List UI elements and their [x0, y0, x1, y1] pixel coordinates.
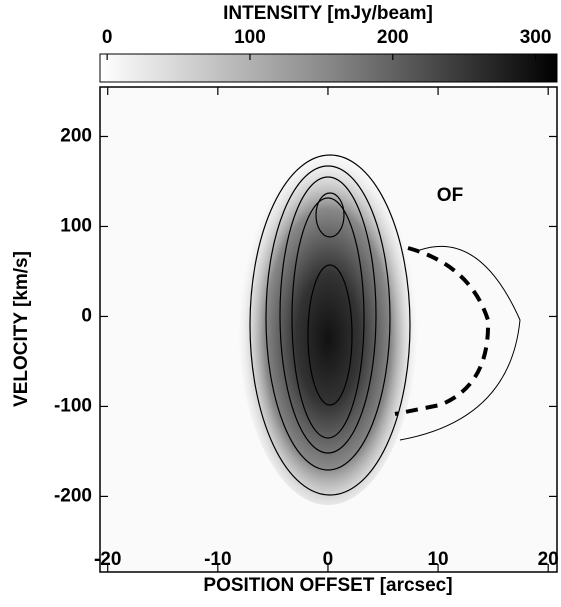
y-axis-label: VELOCITY [km/s]: [11, 251, 32, 407]
x-tick-label: -10: [204, 549, 231, 570]
y-tick-label: -100: [54, 395, 92, 416]
annotation: OF: [437, 185, 463, 206]
colorbar-tick-label: 200: [377, 27, 409, 48]
colorbar-tick-label: 0: [102, 27, 113, 48]
x-axis-label: POSITION OFFSET [arcsec]: [203, 575, 452, 596]
y-tick-label: -200: [54, 485, 92, 506]
y-tick-label: 200: [60, 126, 92, 147]
colorbar-tick-label: 300: [520, 27, 552, 48]
colorbar-tick-label: 100: [234, 27, 266, 48]
x-tick-label: 0: [323, 549, 334, 570]
colorbar: [99, 53, 558, 83]
x-tick-label: 20: [538, 549, 559, 570]
x-tick-label: -20: [94, 549, 121, 570]
emission: [238, 135, 521, 505]
y-tick-label: 100: [60, 215, 92, 236]
y-tick-label: 0: [81, 305, 92, 326]
x-tick-label: 10: [427, 549, 448, 570]
colorbar-title: INTENSITY [mJy/beam]: [223, 3, 433, 24]
